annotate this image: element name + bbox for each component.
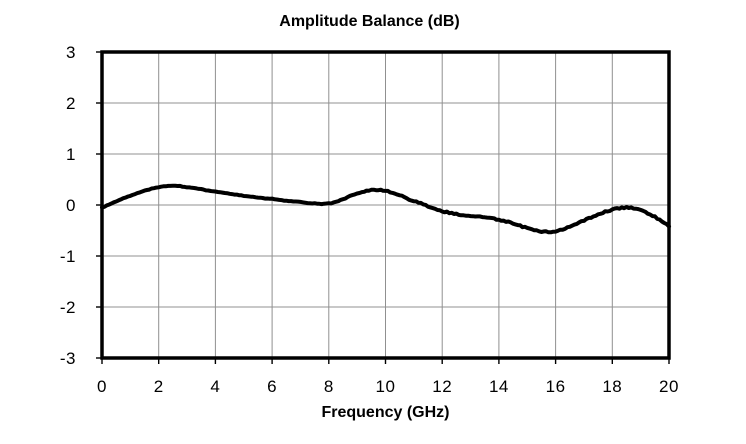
y-tick-label: 2 xyxy=(66,94,76,113)
x-tick-label: 8 xyxy=(324,377,334,396)
x-tick-labels: 0 2 4 6 8 10 12 14 16 18 20 xyxy=(97,377,679,396)
x-tick-label: 6 xyxy=(267,377,277,396)
plot-border xyxy=(100,50,671,360)
x-tick-label: 10 xyxy=(376,377,396,396)
y-tick-label: -3 xyxy=(60,349,76,368)
data-line-amplitude-balance xyxy=(100,183,671,235)
x-tick-label: 16 xyxy=(546,377,566,396)
y-tick-label: 1 xyxy=(66,145,76,164)
x-axis-title: Frequency (GHz) xyxy=(321,404,450,421)
x-tick-label: 0 xyxy=(97,377,107,396)
axis-ticks xyxy=(96,51,670,364)
chart-title: Amplitude Balance (dB) xyxy=(279,13,460,30)
gridlines xyxy=(102,52,669,358)
x-tick-label: 14 xyxy=(489,377,509,396)
x-tick-label: 12 xyxy=(432,377,452,396)
y-tick-label: 0 xyxy=(66,196,76,215)
x-tick-label: 2 xyxy=(154,377,164,396)
y-tick-label: -1 xyxy=(60,247,76,266)
x-tick-label: 4 xyxy=(210,377,220,396)
x-tick-label: 20 xyxy=(659,377,679,396)
y-tick-labels: 3 2 1 0 -1 -2 -3 xyxy=(60,43,76,368)
x-tick-label: 18 xyxy=(602,377,622,396)
y-tick-label: 3 xyxy=(66,43,76,62)
y-tick-label: -2 xyxy=(60,298,76,317)
